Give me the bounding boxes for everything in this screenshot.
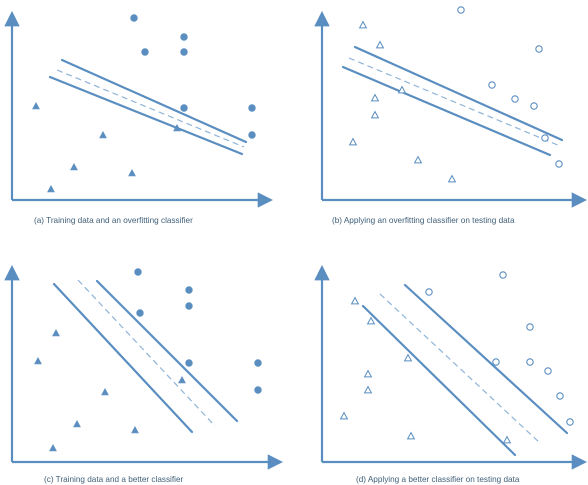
triangle-point bbox=[52, 328, 60, 337]
hollow-triangle-point bbox=[397, 85, 407, 94]
hollow-triangle-point bbox=[403, 353, 413, 362]
circle-point bbox=[180, 33, 188, 41]
triangle-point bbox=[101, 387, 109, 396]
panel-a: (a) Training data and an overfitting cla… bbox=[4, 10, 274, 225]
hollow-triangle-point bbox=[348, 137, 358, 146]
decision-boundary-dashed bbox=[379, 293, 542, 445]
circle-point bbox=[248, 104, 256, 112]
hollow-circle-point bbox=[492, 358, 500, 366]
hollow-triangle-point bbox=[363, 385, 373, 394]
circle-point bbox=[254, 386, 262, 394]
classifier-boundaries bbox=[52, 279, 239, 434]
triangle-point bbox=[131, 425, 139, 434]
triangle-point bbox=[32, 101, 40, 110]
circle-point bbox=[180, 48, 188, 56]
triangle-point bbox=[73, 419, 81, 428]
hollow-triangle-point bbox=[413, 155, 423, 164]
hollow-triangle-point bbox=[370, 110, 380, 119]
classifier-margin-line bbox=[52, 282, 194, 434]
data-points bbox=[339, 271, 574, 444]
panel-caption: (d) Applying a better classifier on test… bbox=[356, 475, 520, 484]
hollow-circle-point bbox=[488, 81, 496, 89]
hollow-circle-point bbox=[535, 45, 543, 53]
panel-d: (d) Applying a better classifier on test… bbox=[314, 264, 588, 484]
circle-point bbox=[130, 14, 138, 22]
hollow-circle-point bbox=[544, 367, 552, 375]
classifier-margin-line bbox=[48, 75, 244, 156]
hollow-triangle-point bbox=[366, 316, 376, 325]
triangle-point bbox=[128, 168, 136, 177]
hollow-triangle-point bbox=[406, 431, 416, 440]
hollow-triangle-point bbox=[370, 93, 380, 102]
classifier-boundaries bbox=[361, 283, 569, 457]
hollow-circle-point bbox=[457, 6, 465, 14]
triangle-point bbox=[70, 162, 78, 171]
hollow-triangle-point bbox=[447, 174, 457, 183]
hollow-triangle-point bbox=[363, 369, 373, 378]
panel-b: (b) Applying an overfitting classifier o… bbox=[314, 6, 588, 225]
hollow-circle-point bbox=[556, 392, 564, 400]
hollow-triangle-point bbox=[350, 296, 360, 305]
decision-boundary-dashed bbox=[348, 57, 561, 147]
circle-point bbox=[185, 302, 193, 310]
classifier-margin-line bbox=[60, 58, 248, 144]
hollow-circle-point bbox=[530, 102, 538, 110]
hollow-circle-point bbox=[566, 418, 574, 426]
classifier-margin-line bbox=[95, 279, 239, 423]
data-points bbox=[348, 6, 563, 183]
classifier-boundaries bbox=[341, 45, 564, 157]
hollow-circle-point bbox=[555, 160, 563, 168]
classifier-margin-line bbox=[353, 45, 564, 142]
classifier-boundaries bbox=[48, 58, 248, 156]
panel-c: (c) Training data and a better classifie… bbox=[4, 264, 284, 484]
circle-point bbox=[141, 48, 149, 56]
hollow-circle-point bbox=[511, 95, 519, 103]
circle-point bbox=[248, 131, 256, 139]
circle-point bbox=[185, 359, 193, 367]
circle-point bbox=[180, 104, 188, 112]
classifier-margin-line bbox=[341, 65, 552, 157]
decision-boundary-dashed bbox=[56, 69, 245, 148]
panel-caption: (b) Applying an overfitting classifier o… bbox=[332, 216, 515, 225]
triangle-point bbox=[47, 184, 55, 193]
circle-point bbox=[136, 309, 144, 317]
data-points bbox=[32, 14, 256, 193]
triangle-point bbox=[49, 443, 57, 452]
decision-boundary-dashed bbox=[77, 279, 216, 427]
triangle-point bbox=[178, 375, 186, 384]
hollow-triangle-point bbox=[358, 20, 368, 29]
classifier-margin-line bbox=[403, 283, 569, 435]
triangle-point bbox=[173, 123, 181, 132]
hollow-triangle-point bbox=[375, 40, 385, 49]
triangle-point bbox=[99, 130, 107, 139]
data-points bbox=[34, 268, 262, 452]
hollow-circle-point bbox=[425, 288, 433, 296]
panel-caption: (a) Training data and an overfitting cla… bbox=[34, 216, 193, 225]
circle-point bbox=[254, 359, 262, 367]
circle-point bbox=[185, 286, 193, 294]
hollow-triangle-point bbox=[339, 411, 349, 420]
classifier-margin-line bbox=[361, 304, 517, 457]
panel-caption: (c) Training data and a better classifie… bbox=[44, 475, 184, 484]
circle-point bbox=[134, 268, 142, 276]
hollow-triangle-point bbox=[502, 435, 512, 444]
hollow-circle-point bbox=[526, 323, 534, 331]
triangle-point bbox=[34, 356, 42, 365]
hollow-circle-point bbox=[526, 358, 534, 366]
hollow-circle-point bbox=[499, 271, 507, 279]
hollow-circle-point bbox=[541, 134, 549, 142]
